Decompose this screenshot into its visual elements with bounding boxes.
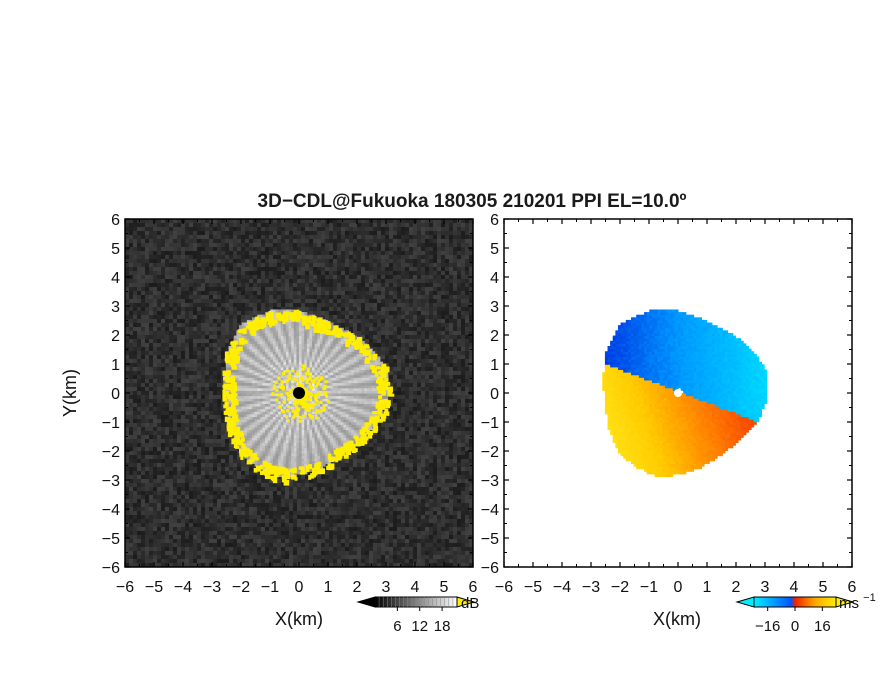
x-tick-label: −3 <box>203 579 221 596</box>
x-tick-label: 6 <box>848 579 857 596</box>
y-tick-label: −4 <box>102 502 120 519</box>
y-tick-label: −5 <box>481 531 499 548</box>
velocity-colorbar-over-arrow <box>835 596 855 608</box>
x-tick-label: 1 <box>324 579 333 596</box>
velocity-colorbar-unit-exponent: −1 <box>863 592 876 604</box>
x-tick-label: 5 <box>819 579 828 596</box>
y-tick-label: −5 <box>102 531 120 548</box>
snr-axis-ticks: −6 −5 −4 −3 −2 −1 0 1 2 3 4 5 6 −6 −5 −4 −3 −2 −1 0 1 2 3 4 5 6 <box>102 212 478 596</box>
velocity-colorbar: ms −1 −16 0 16 <box>735 592 876 635</box>
y-tick-label: −2 <box>481 444 499 461</box>
x-tick-label: 3 <box>382 579 391 596</box>
x-tick-label: −1 <box>261 579 279 596</box>
x-tick-label: 4 <box>411 579 420 596</box>
x-tick-label: 3 <box>761 579 770 596</box>
colorbar-tick-label: 6 <box>393 618 401 635</box>
x-tick-label: −3 <box>582 579 600 596</box>
y-tick-label: 1 <box>490 357 499 374</box>
x-tick-label: −6 <box>116 579 134 596</box>
x-tick-label: 4 <box>790 579 799 596</box>
x-tick-label: −2 <box>611 579 629 596</box>
chart-title: 3D−CDL@Fukuoka 180305 210201 PPI EL=10.0… <box>258 191 687 212</box>
colorbar-tick-label: 18 <box>434 618 451 635</box>
velocity-colorbar-body <box>753 596 837 608</box>
y-tick-label: 1 <box>111 357 120 374</box>
x-tick-label: 2 <box>732 579 741 596</box>
y-tick-label: −6 <box>102 560 120 577</box>
y-tick-label: −1 <box>102 415 120 432</box>
snr-colorbar-over-arrow <box>456 596 476 608</box>
velocity-colorbar-under-arrow <box>735 596 755 608</box>
x-tick-label: 5 <box>440 579 449 596</box>
y-tick-label: 2 <box>490 328 499 345</box>
x-tick-label: −2 <box>232 579 250 596</box>
colorbar-tick-label: −16 <box>755 618 780 635</box>
y-tick-label: 6 <box>111 212 120 229</box>
y-tick-label: 2 <box>111 328 120 345</box>
snr-y-axis-label: Y(km) <box>60 369 80 417</box>
snr-colorbar-under-arrow <box>356 596 376 608</box>
y-tick-label: 4 <box>111 270 120 287</box>
snr-colorbar-grid <box>378 597 454 607</box>
x-tick-label: 1 <box>703 579 712 596</box>
y-tick-label: 5 <box>111 241 120 258</box>
y-tick-label: −1 <box>481 415 499 432</box>
x-tick-label: −5 <box>524 579 542 596</box>
x-tick-label: 2 <box>353 579 362 596</box>
colorbar-tick-label: 16 <box>814 618 831 635</box>
snr-threshold-contour <box>222 310 395 486</box>
x-tick-label: 0 <box>295 579 304 596</box>
y-tick-label: −3 <box>481 473 499 490</box>
y-tick-label: 0 <box>111 386 120 403</box>
snr-colorbar: dB 6 12 18 <box>356 595 479 635</box>
y-tick-label: −4 <box>481 502 499 519</box>
y-tick-label: 4 <box>490 270 499 287</box>
velocity-colorbar-unit: ms <box>839 595 859 612</box>
velocity-axis-ticks: −6 −5 −4 −3 −2 −1 0 1 2 3 4 5 6 −6 −5 −4 −3 −2 −1 0 1 2 3 4 5 6 <box>481 212 857 596</box>
snr-colorbar-ticks: 6 12 18 <box>393 607 450 635</box>
x-tick-label: −6 <box>495 579 513 596</box>
velocity-x-axis-label: X(km) <box>653 609 701 629</box>
radar-site-gap <box>674 389 682 397</box>
x-tick-label: −5 <box>145 579 163 596</box>
x-tick-label: 6 <box>469 579 478 596</box>
x-tick-label: −1 <box>640 579 658 596</box>
colorbar-tick-label: 12 <box>411 618 428 635</box>
y-tick-label: −3 <box>102 473 120 490</box>
radar-site-marker <box>293 387 305 399</box>
velocity-panel: −6 −5 −4 −3 −2 −1 0 1 2 3 4 5 6 −6 −5 −4 −3 −2 −1 0 1 2 3 4 5 6 X… <box>481 212 857 629</box>
snr-colorbar-unit: dB <box>461 595 479 612</box>
y-tick-label: 3 <box>111 299 120 316</box>
y-tick-label: 5 <box>490 241 499 258</box>
velocity-echo-region <box>602 309 768 478</box>
x-tick-label: 0 <box>674 579 683 596</box>
y-tick-label: −2 <box>102 444 120 461</box>
y-tick-label: 3 <box>490 299 499 316</box>
y-tick-label: 6 <box>490 212 499 229</box>
x-tick-label: −4 <box>553 579 571 596</box>
velocity-colorbar-ticks: −16 0 16 <box>755 607 831 635</box>
colorbar-tick-label: 0 <box>791 618 799 635</box>
snr-x-axis-label: X(km) <box>275 609 323 629</box>
y-tick-label: −6 <box>481 560 499 577</box>
snr-panel: −6 −5 −4 −3 −2 −1 0 1 2 3 4 5 6 −6 −5 −4 −3 −2 −1 0 1 2 3 4 5 6 X… <box>60 212 478 629</box>
x-tick-label: −4 <box>174 579 192 596</box>
y-tick-label: 0 <box>490 386 499 403</box>
